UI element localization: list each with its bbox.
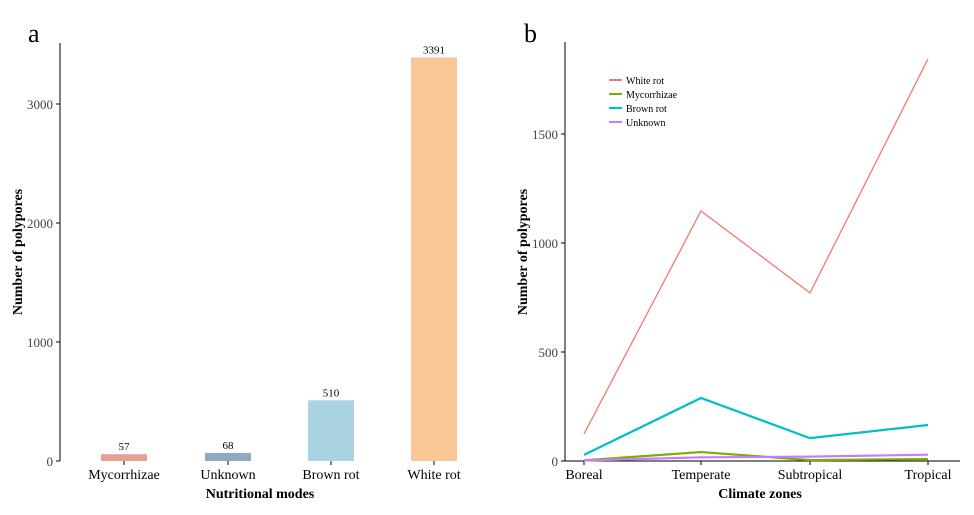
a-data-label: 3391 [423,44,445,56]
b-y-tick-label: 1000 [532,236,558,251]
a-data-label: 57 [119,441,131,453]
b-ylabel: Number of polypores [516,188,531,315]
b-x-tick-label: Tropical [905,468,952,483]
b-legend-label: Brown rot [626,104,667,115]
a-data-label: 510 [323,387,340,399]
panel-a-label: a [28,19,40,48]
a-y-tick-label: 3000 [27,97,53,112]
a-y-tick-label: 0 [47,454,54,469]
b-legend-label: White rot [626,76,664,87]
b-xlabel: Climate zones [718,487,802,502]
a-bar-mycorrhizae [101,454,147,461]
a-y-tick-label: 2000 [27,216,53,231]
a-x-tick-label: Mycorrhizae [88,468,160,483]
a-bar-white-rot [411,57,457,461]
a-xlabel: Nutritional modes [206,487,315,502]
a-bar-unknown [205,452,251,461]
b-line-brown-rot [583,396,929,456]
b-x-tick-label: Subtropical [778,468,843,483]
b-y-tick-label: 1500 [532,127,558,142]
a-x-tick-label: White rot [407,468,460,483]
b-legend-label: Unknown [626,118,665,129]
b-line-unknown [583,453,929,462]
a-y-tick-label: 1000 [27,335,53,350]
b-x-tick-label: Boreal [565,468,602,483]
b-x-tick-label: Temperate [672,468,731,483]
b-y-tick-label: 0 [552,454,559,469]
a-data-label: 68 [223,440,235,452]
a-ylabel: Number of polypores [11,188,26,315]
a-x-tick-label: Unknown [200,468,255,483]
a-bar-brown-rot [308,400,354,461]
b-line-white-rot [583,58,929,435]
b-y-tick-label: 500 [539,345,559,360]
a-x-tick-label: Brown rot [302,468,359,483]
b-legend-label: Mycorrhizae [626,90,678,101]
panel-b-label: b [524,19,537,48]
